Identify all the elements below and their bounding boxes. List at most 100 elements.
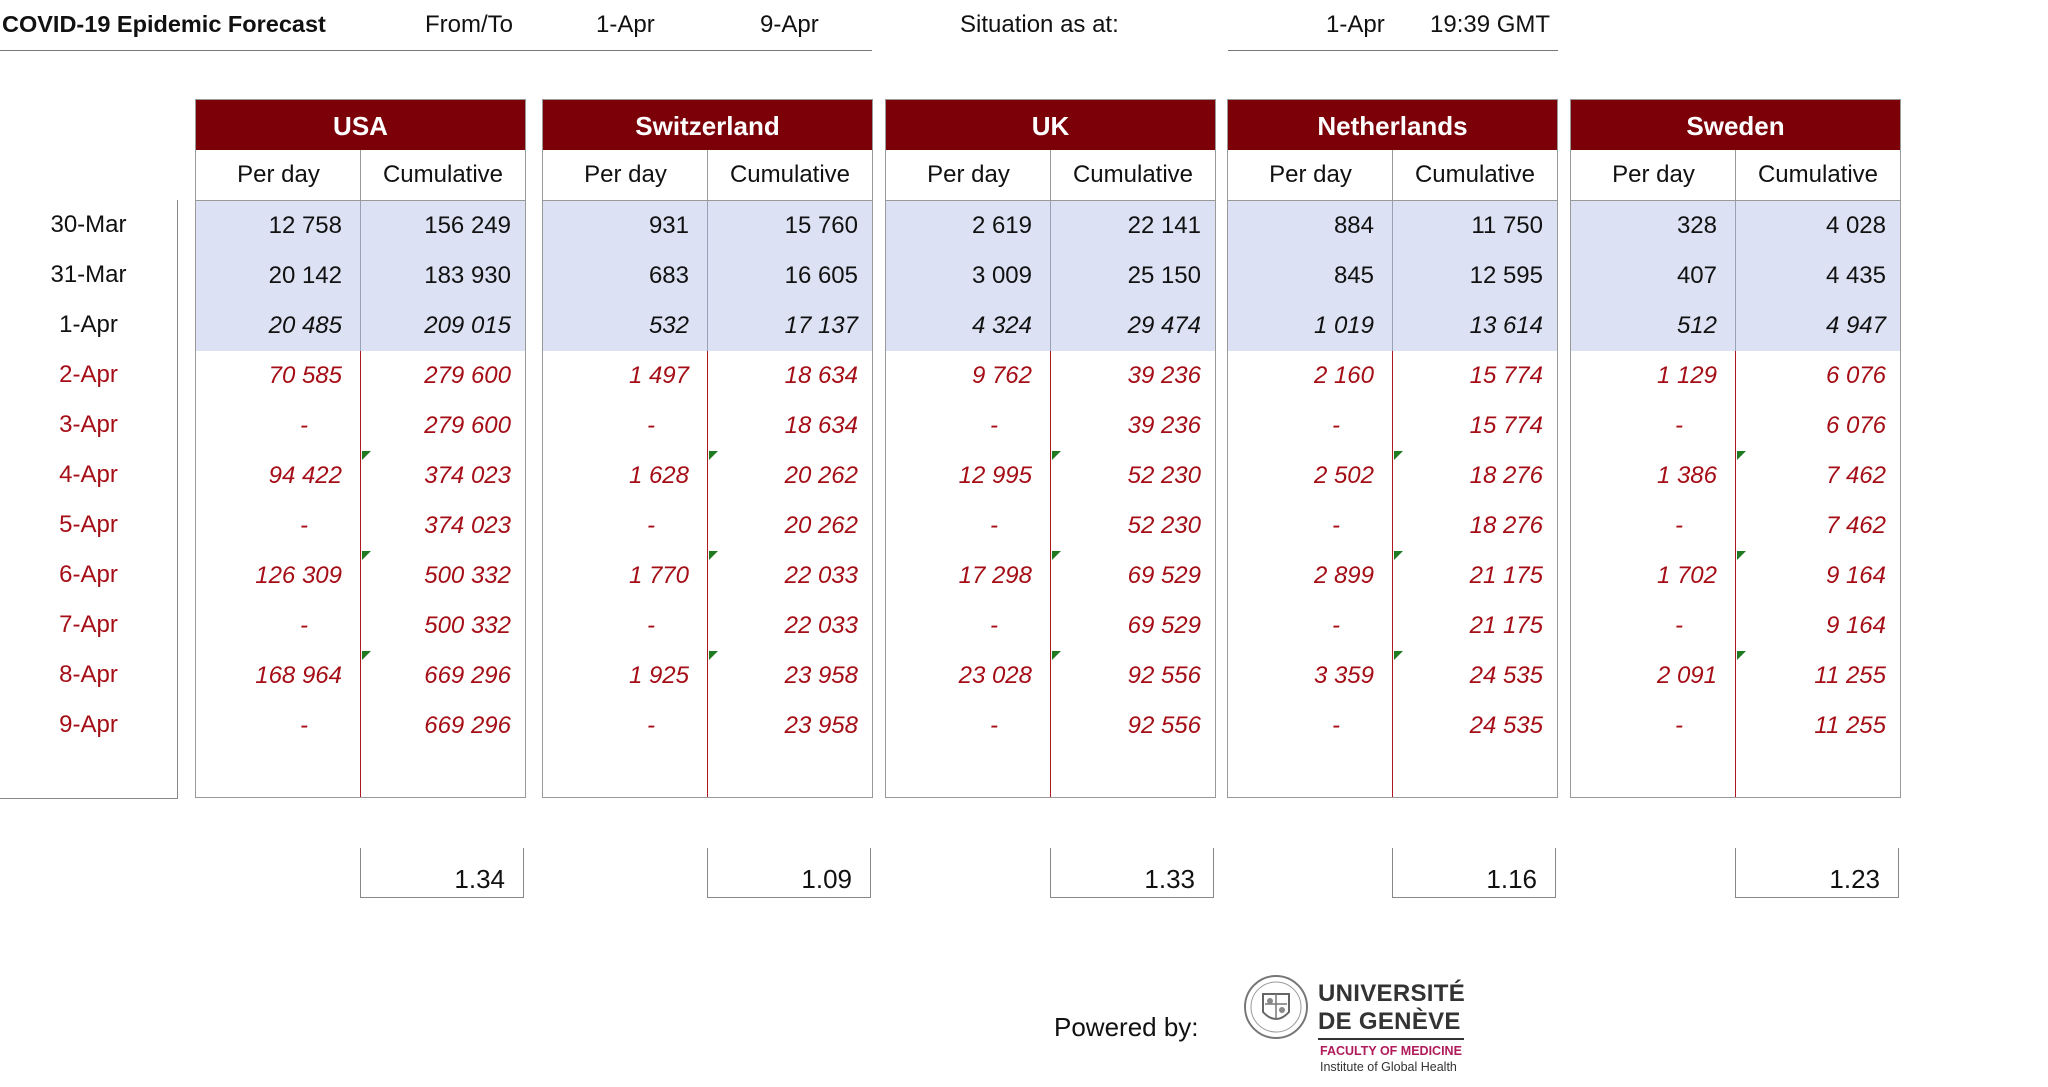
country-panel: Netherlands Per day Cumulative 884 11 750 845… [1227, 99, 1558, 798]
per-day-value: 3 009 [971, 262, 1032, 289]
per-day-value: - [300, 612, 308, 639]
cumulative-value: 669 296 [424, 712, 511, 739]
per-day-value: - [647, 712, 655, 739]
per-day-value: - [647, 512, 655, 539]
table-row: 512 4 947 [1571, 301, 1900, 351]
table-row: - 52 230 [886, 501, 1215, 551]
cumulative-value: 279 600 [424, 412, 511, 439]
grid-line [707, 351, 708, 797]
per-day-value: 17 298 [958, 562, 1032, 589]
table-row: 126 309 500 332 [196, 551, 525, 601]
per-day-value: - [1675, 612, 1683, 639]
comment-marker-icon [709, 651, 718, 660]
from-to-label: From/To [425, 11, 514, 38]
growth-ratio-value: 1.34 [360, 848, 524, 898]
date-cell: 6-Apr [59, 561, 118, 588]
per-day-value: 2 502 [1313, 462, 1374, 489]
table-row: 1 702 9 164 [1571, 551, 1900, 601]
table-row: - 22 033 [543, 601, 872, 651]
per-day-value: 328 [1676, 212, 1717, 239]
country-header: UK [886, 100, 1215, 150]
table-row: 12 758 156 249 [196, 201, 525, 251]
per-day-value: - [1332, 412, 1340, 439]
table-row: - 23 958 [543, 701, 872, 751]
per-day-value: 1 770 [628, 562, 689, 589]
per-day-value: 884 [1333, 212, 1374, 239]
grid-line [360, 201, 361, 351]
cumulative-value: 279 600 [424, 362, 511, 389]
cumulative-value: 24 535 [1469, 712, 1543, 739]
table-row: 1 019 13 614 [1228, 301, 1557, 351]
per-day-value: 1 702 [1656, 562, 1717, 589]
cumulative-value: 669 296 [424, 662, 511, 689]
table-row: 845 12 595 [1228, 251, 1557, 301]
comment-marker-icon [1052, 551, 1061, 560]
comment-marker-icon [709, 551, 718, 560]
per-day-value: 20 142 [268, 262, 342, 289]
per-day-value: 2 619 [971, 212, 1032, 239]
comment-marker-icon [1052, 451, 1061, 460]
cumulative-value: 21 175 [1469, 562, 1543, 589]
grid-line [543, 200, 872, 201]
table-row: 1 770 22 033 [543, 551, 872, 601]
grid-line [1571, 200, 1900, 201]
per-day-value: 1 628 [628, 462, 689, 489]
report-title: COVID-19 Epidemic Forecast [2, 11, 326, 37]
grid-line [196, 200, 525, 201]
per-day-value: 2 899 [1313, 562, 1374, 589]
cumulative-value: 92 556 [1127, 662, 1201, 689]
per-day-value: - [990, 512, 998, 539]
cumulative-value: 22 033 [784, 562, 858, 589]
per-day-value: 20 485 [268, 312, 342, 339]
university-name-line1: UNIVERSITÉ [1318, 980, 1466, 1007]
cumulative-value: 183 930 [424, 262, 511, 289]
institute-name: Institute of Global Health [1320, 1060, 1457, 1074]
per-day-value: - [1332, 512, 1340, 539]
comment-marker-icon [362, 451, 371, 460]
per-day-value: 9 762 [971, 362, 1032, 389]
growth-ratio-value: 1.09 [707, 848, 871, 898]
cumulative-value: 22 141 [1127, 212, 1201, 239]
cumulative-header: Cumulative [382, 161, 504, 188]
table-row: - 374 023 [196, 501, 525, 551]
to-date: 9-Apr [760, 11, 819, 38]
cumulative-value: 4 435 [1825, 262, 1886, 289]
header-underline [0, 50, 872, 51]
date-cell: 4-Apr [59, 461, 118, 488]
cumulative-value: 4 028 [1825, 212, 1886, 239]
cumulative-value: 18 276 [1469, 512, 1543, 539]
cumulative-value: 92 556 [1127, 712, 1201, 739]
cumulative-value: 21 175 [1469, 612, 1543, 639]
table-row: - 18 276 [1228, 501, 1557, 551]
situation-label: Situation as at: [960, 11, 1119, 38]
cumulative-value: 156 249 [424, 212, 511, 239]
table-row: - 69 529 [886, 601, 1215, 651]
cumulative-value: 20 262 [784, 462, 858, 489]
grid-line [1392, 150, 1393, 200]
date-cell: 31-Mar [50, 261, 127, 288]
cumulative-value: 11 255 [1814, 662, 1886, 689]
cumulative-value: 374 023 [424, 512, 511, 539]
per-day-value: - [300, 512, 308, 539]
grid-line [360, 150, 361, 200]
per-day-value: 4 324 [971, 312, 1032, 339]
table-row: 9 762 39 236 [886, 351, 1215, 401]
cumulative-value: 24 535 [1469, 662, 1543, 689]
table-row: 931 15 760 [543, 201, 872, 251]
grid-line [1050, 201, 1051, 351]
table-row: - 669 296 [196, 701, 525, 751]
per-day-header: Per day [927, 161, 1010, 188]
table-row: 94 422 374 023 [196, 451, 525, 501]
cumulative-value: 209 015 [424, 312, 511, 339]
country-header: Netherlands [1228, 100, 1557, 150]
comment-marker-icon [1737, 651, 1746, 660]
table-row: - 11 255 [1571, 701, 1900, 751]
date-cell: 1-Apr [59, 311, 118, 338]
country-header: USA [196, 100, 525, 150]
table-row: 168 964 669 296 [196, 651, 525, 701]
cumulative-value: 11 255 [1814, 712, 1886, 739]
cumulative-value: 13 614 [1469, 312, 1543, 339]
cumulative-header: Cumulative [1072, 161, 1194, 188]
cumulative-value: 500 332 [424, 562, 511, 589]
data-rows: 2 619 22 141 3 009 25 150 4 324 29 474 9 762 39… [886, 201, 1215, 751]
